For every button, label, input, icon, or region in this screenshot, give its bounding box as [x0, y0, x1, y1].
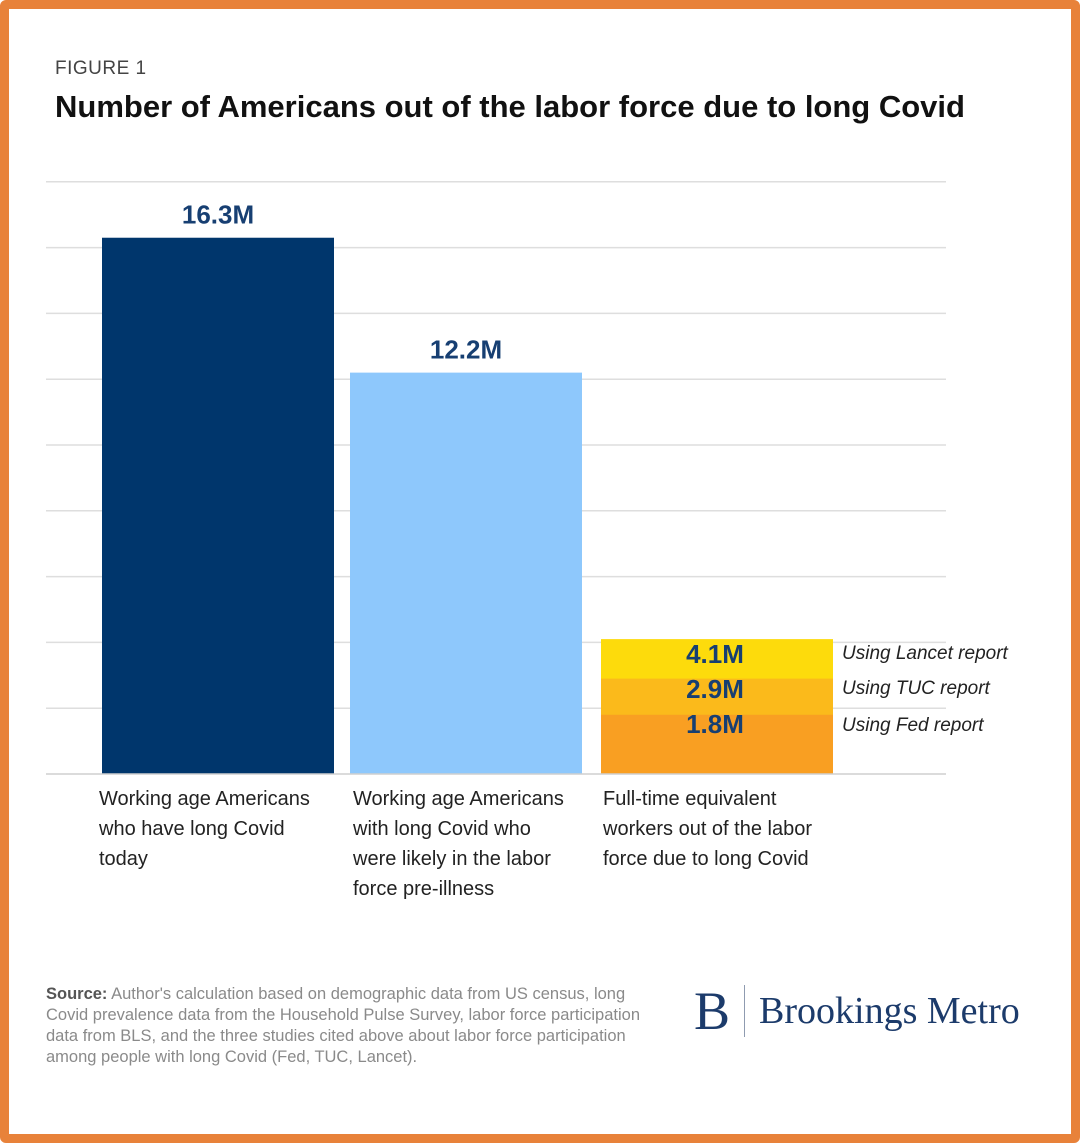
estimate-value-label: 2.9M	[686, 674, 744, 704]
chart-title: Number of Americans out of the labor for…	[55, 89, 965, 124]
category-label-line: Working age Americans	[99, 788, 310, 810]
source-label: Source:	[46, 985, 108, 1003]
category-label-line: force pre-illness	[353, 878, 495, 900]
bar	[102, 237, 334, 775]
estimate-annotation: Using Lancet report	[842, 643, 1009, 664]
category-label-line: workers out of the labor	[603, 818, 812, 840]
estimate-value-label: 4.1M	[686, 639, 744, 669]
category-label: Working age Americans who have long Covid…	[99, 784, 310, 874]
logo-mark: B	[694, 981, 731, 1041]
category-label-line: were likely in the labor	[353, 848, 551, 870]
category-label-line: force due to long Covid	[603, 848, 809, 870]
category-label-line: who have long Covid	[99, 818, 285, 840]
logo-text: Brookings Metro	[759, 990, 1020, 1032]
source-note: Source: Author's calculation based on de…	[46, 984, 646, 1068]
bar	[350, 372, 582, 774]
estimate-bar	[601, 714, 833, 774]
estimate-annotation: Using TUC report	[842, 678, 991, 699]
bar-value-label: 12.2M	[430, 335, 502, 365]
estimate-annotation: Using Fed report	[842, 715, 984, 736]
category-label: Full-time equivalent workers out of the l…	[603, 784, 812, 874]
logo-divider	[744, 985, 746, 1037]
category-label-line: today	[99, 848, 148, 870]
bar-value-label: 16.3M	[182, 200, 254, 230]
category-label-line: with long Covid who	[353, 818, 531, 840]
source-text: Author's calculation based on demographi…	[46, 985, 641, 1066]
category-label: Working age Americans with long Covid who…	[353, 784, 564, 904]
figure-label: FIGURE 1	[55, 58, 147, 79]
category-label-line: Working age Americans	[353, 788, 564, 810]
estimate-value-label: 1.8M	[686, 709, 744, 739]
brookings-metro-logo: B Brookings Metro	[694, 980, 1020, 1042]
category-label-line: Full-time equivalent	[603, 788, 777, 810]
